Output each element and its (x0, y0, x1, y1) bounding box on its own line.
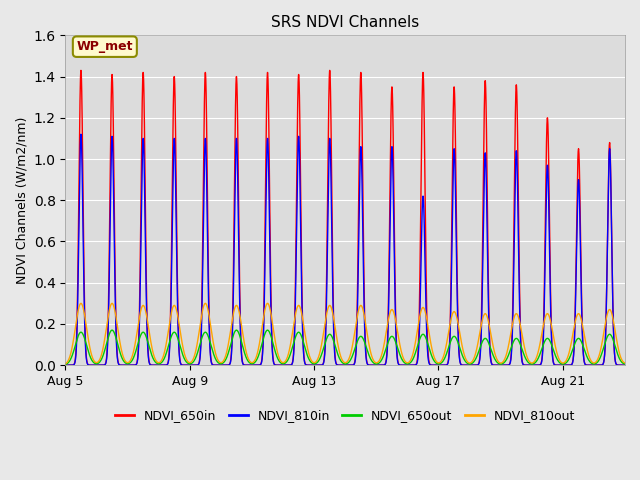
Text: WP_met: WP_met (77, 40, 133, 53)
NDVI_650out (400, 360, 408, 365)
NDVI_810in (621, 362, 628, 368)
NDVI_810out (568, 336, 576, 342)
NDVI_650out (232, 327, 240, 333)
Legend: NDVI_650in, NDVI_810in, NDVI_650out, NDVI_810out: NDVI_650in, NDVI_810in, NDVI_650out, NDV… (110, 405, 580, 427)
NDVI_650in (568, 361, 576, 367)
NDVI_650out (61, 361, 69, 367)
NDVI_650in (410, 362, 417, 368)
NDVI_810in (77, 132, 84, 137)
Title: SRS NDVI Channels: SRS NDVI Channels (271, 15, 419, 30)
Line: NDVI_650out: NDVI_650out (65, 330, 625, 364)
NDVI_650out (182, 358, 189, 363)
NDVI_810out (218, 360, 226, 365)
NDVI_810out (410, 348, 417, 354)
NDVI_650out (621, 361, 628, 367)
NDVI_650out (621, 361, 629, 367)
NDVI_650in (77, 68, 84, 73)
Line: NDVI_810out: NDVI_810out (65, 303, 625, 364)
NDVI_650out (218, 361, 225, 367)
NDVI_810out (621, 360, 629, 366)
NDVI_650in (61, 362, 69, 368)
NDVI_810in (218, 362, 226, 368)
Y-axis label: NDVI Channels (W/m2/nm): NDVI Channels (W/m2/nm) (15, 117, 28, 284)
NDVI_810in (621, 362, 629, 368)
NDVI_810out (400, 357, 408, 362)
NDVI_810in (400, 362, 408, 368)
NDVI_810out (61, 361, 69, 367)
NDVI_650out (410, 355, 417, 360)
NDVI_650in (400, 362, 408, 368)
NDVI_810out (108, 300, 116, 306)
NDVI_650out (568, 349, 576, 355)
Line: NDVI_810in: NDVI_810in (65, 134, 625, 365)
NDVI_810in (410, 362, 417, 368)
NDVI_650in (621, 362, 628, 368)
NDVI_810out (621, 360, 628, 366)
NDVI_650in (218, 362, 226, 368)
NDVI_810in (568, 361, 576, 367)
Line: NDVI_650in: NDVI_650in (65, 71, 625, 365)
NDVI_810out (182, 354, 189, 360)
NDVI_650in (621, 362, 629, 368)
NDVI_810in (182, 362, 189, 368)
NDVI_810in (61, 362, 69, 368)
NDVI_650in (182, 362, 189, 368)
